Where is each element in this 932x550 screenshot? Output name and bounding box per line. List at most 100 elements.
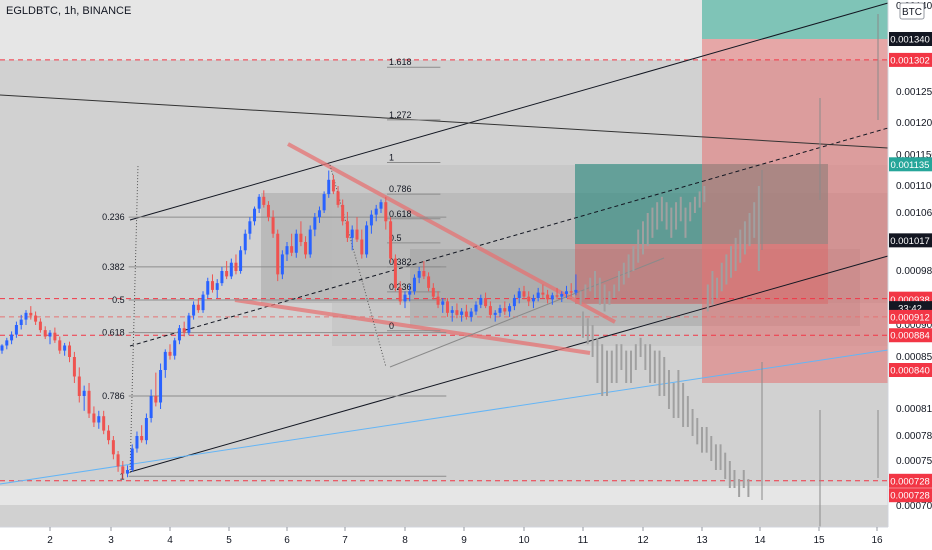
candle-body-96 [455,310,459,315]
candle-body-82 [389,221,393,259]
candle-body-0 [0,345,4,351]
x-tick-label-9: 11 [578,535,589,546]
currency-badge-box[interactable] [899,2,925,20]
candles-layer [0,14,879,527]
candle-body-56 [266,204,270,218]
candle-body-15 [72,357,76,377]
x-tick-label-12: 14 [754,535,766,546]
candle-body-95 [450,310,454,313]
fib-anchor-line-right [329,164,387,368]
candle-body-10 [48,332,52,337]
candle-body-36 [173,340,177,356]
candle-body-86 [408,291,412,295]
candle-body-73 [345,221,349,238]
candle-body-63 [299,233,303,242]
candle-body-119 [564,291,568,294]
candle-body-30 [144,418,148,441]
y-tick-label-13: 0.000755 [896,456,932,467]
candle-body-101 [479,298,483,305]
fib-left-level-label-4: 0.786 [102,391,125,401]
candle-body-65 [308,229,312,255]
currency-badge-label: BTC [902,7,922,18]
fib-left-level-label-2: 0.5 [112,295,125,305]
candle-body-102 [484,298,488,307]
x-tick-label-4: 6 [284,535,290,546]
candle-body-94 [445,301,449,313]
candle-body-121 [574,289,578,293]
price-tag-box-3 [889,233,932,248]
candle-body-33 [159,370,163,403]
candle-body-54 [257,196,261,209]
candle-body-91 [431,287,435,297]
candle-body-22 [107,430,111,441]
x-tick-label-3: 5 [226,535,232,546]
price-tag-label-5: 0.000938 [890,295,930,306]
candle-body-59 [280,254,284,275]
candle-body-89 [422,271,426,277]
price-tag-box-8 [889,328,932,343]
candle-body-104 [493,312,497,315]
candle-body-112 [531,298,535,302]
candle-body-77 [365,225,369,255]
candle-body-14 [68,345,72,357]
candle-body-46 [220,271,224,284]
long-trendline [0,94,889,149]
candle-body-100 [474,304,478,312]
candle-body-25 [121,466,125,474]
candle-body-23 [111,440,115,455]
fib-right-level-label-6: 0.382 [389,257,412,267]
fib-right-level-label-2: 1 [389,152,394,162]
fib-zone-bottom [0,486,888,506]
x-tick-label-14: 16 [871,535,883,546]
wedge-upper-line [287,142,616,324]
candle-body-78 [369,214,373,226]
x-tick-label-8: 10 [518,535,530,546]
candle-body-83 [393,258,397,288]
price-tag-label-3: 0.001017 [890,236,930,247]
candle-body-106 [503,308,507,312]
candle-body-103 [488,306,492,315]
candle-body-84 [398,287,402,302]
candle-body-49 [234,262,238,271]
price-tag-label-1: 0.001302 [890,55,930,66]
price-tags-layer: 0.0013400.0013020.0011350.0010170.000939… [889,32,932,503]
price-tag-label-9: 0.000840 [890,366,930,377]
fib-right-level-label-3: 0.786 [389,184,412,194]
x-tick-label-10: 12 [637,535,649,546]
candle-body-108 [512,298,516,307]
candle-body-79 [374,208,378,215]
candle-body-110 [522,291,526,297]
candle-body-32 [154,396,158,403]
candle-body-72 [341,204,345,222]
candle-body-111 [527,296,531,302]
candle-body-34 [163,351,167,370]
x-tick-label-11: 13 [696,535,708,546]
candle-body-87 [412,277,416,292]
candle-body-97 [460,311,464,315]
fib-left-level-label-1: 0.382 [102,262,125,272]
candle-body-35 [168,351,172,356]
candle-body-45 [215,283,219,290]
candle-body-9 [43,330,47,337]
candle-body-17 [82,390,86,396]
chart-title: EGLDBTC, 1h, BINANCE [6,5,131,17]
price-tag-box-2 [889,157,932,172]
candle-body-40 [192,304,196,316]
candle-body-8 [38,321,42,331]
currency-badge[interactable]: BTC [899,2,925,20]
price-tag-label-10: 0.000728 [890,476,930,487]
candle-body-18 [87,390,91,414]
price-tag-box-7 [889,309,932,324]
candle-body-31 [149,396,153,418]
candle-body-13 [63,345,67,351]
candle-body-88 [417,271,421,278]
price-tag-box-0 [889,32,932,46]
candle-body-98 [464,311,468,317]
candle-body-68 [322,194,326,211]
price-tag-label-0: 0.001340 [890,35,930,46]
candle-body-7 [34,315,38,322]
candle-body-42 [201,294,205,311]
